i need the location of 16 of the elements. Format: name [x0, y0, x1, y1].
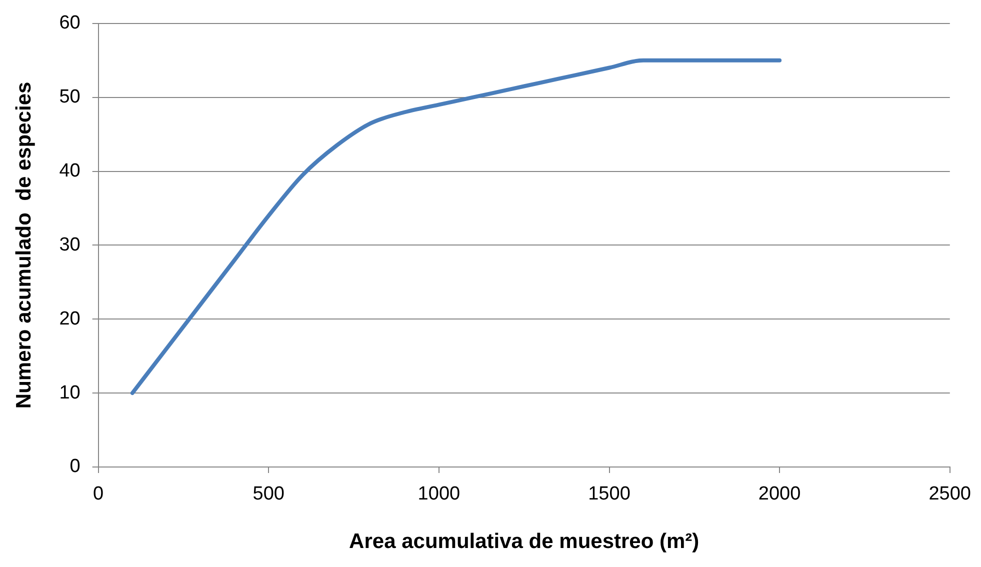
y-tick-label: 40 — [59, 160, 80, 182]
y-axis-title: Numero acumulado de especies — [12, 82, 36, 409]
x-tick-label: 2500 — [928, 484, 972, 505]
x-tick-label: 1500 — [588, 484, 630, 505]
line-series — [130, 58, 782, 396]
y-tick-label: 20 — [59, 308, 80, 330]
y-tick-label: 50 — [59, 86, 80, 108]
y-tick-label: 0 — [70, 456, 80, 478]
x-axis-title: Area acumulativa de muestreo (m²) — [349, 530, 700, 554]
x-tick-label: 500 — [252, 484, 284, 505]
y-tick-label: 10 — [59, 382, 80, 404]
y-tick-label: 60 — [59, 12, 80, 34]
x-tick-label: 1000 — [418, 484, 460, 505]
x-tick-label: 0 — [93, 484, 104, 505]
x-tick-label: 2000 — [758, 484, 801, 505]
y-tick-label: 30 — [59, 234, 80, 256]
